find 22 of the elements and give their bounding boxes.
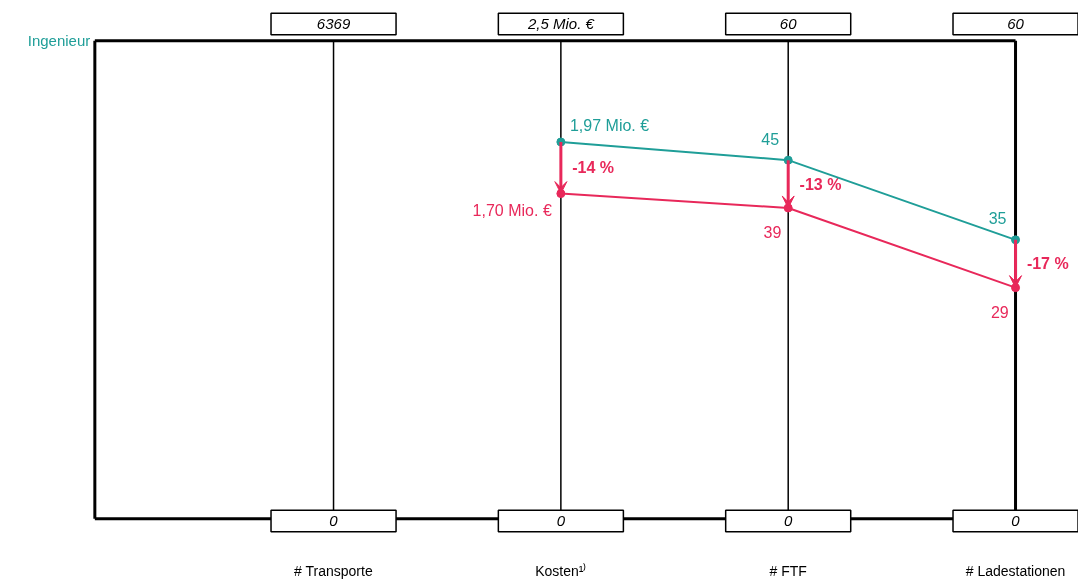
text: 0 xyxy=(784,512,794,530)
text: -13 % xyxy=(799,175,842,193)
category-label: # Ladestationen xyxy=(965,563,1066,580)
data-label: 1,97 Mio. € xyxy=(569,116,650,134)
text: 2,5 Mio. € xyxy=(526,15,595,33)
text: 0 xyxy=(556,512,566,530)
legend-label: Ingenieur xyxy=(27,32,91,50)
text: 0 xyxy=(1011,512,1021,530)
category-label: # Transporte xyxy=(294,563,373,580)
text: -17 % xyxy=(1026,255,1069,273)
data-label: 29 xyxy=(990,303,1009,321)
category-label: Kosten¹⁾ xyxy=(535,563,587,580)
data-label: 39 xyxy=(763,223,782,241)
text: 0 xyxy=(329,512,339,530)
text: 60 xyxy=(1007,14,1025,32)
text: 60 xyxy=(779,14,798,32)
data-label: 1,70 Mio. € xyxy=(472,201,552,219)
text: -14 % xyxy=(572,159,615,177)
data-label: 35 xyxy=(988,210,1007,228)
text: 6369 xyxy=(316,14,351,32)
category-label: # FTF xyxy=(769,563,807,580)
data-label: 45 xyxy=(761,130,780,148)
